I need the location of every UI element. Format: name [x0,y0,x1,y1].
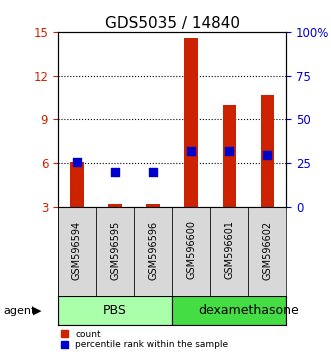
Title: GDS5035 / 14840: GDS5035 / 14840 [105,16,240,31]
Bar [58,296,172,325]
Text: dexamethasone: dexamethasone [198,304,299,317]
Text: GSM596594: GSM596594 [72,221,82,280]
Text: GSM596596: GSM596596 [148,221,158,280]
Bar [222,105,236,207]
Bar [146,204,160,207]
Point [74,159,79,164]
Point [264,152,270,157]
Bar [58,207,96,296]
Text: GSM596602: GSM596602 [262,221,272,280]
Point [188,148,194,154]
Bar [260,95,274,207]
Bar [184,38,198,207]
Bar [172,207,210,296]
Bar [96,207,134,296]
Bar [134,207,172,296]
Point [112,169,118,175]
Point [226,148,232,154]
Bar [172,296,286,325]
Bar [210,207,248,296]
Text: PBS: PBS [103,304,127,317]
Text: GSM596600: GSM596600 [186,221,196,279]
Text: GSM596601: GSM596601 [224,221,234,279]
Text: agent: agent [3,306,36,316]
Bar [108,204,122,207]
Bar [70,162,84,207]
Text: ▶: ▶ [33,306,42,316]
Legend: count, percentile rank within the sample: count, percentile rank within the sample [61,330,228,349]
Point [150,169,156,175]
Text: GSM596595: GSM596595 [110,221,120,280]
Bar [248,207,286,296]
